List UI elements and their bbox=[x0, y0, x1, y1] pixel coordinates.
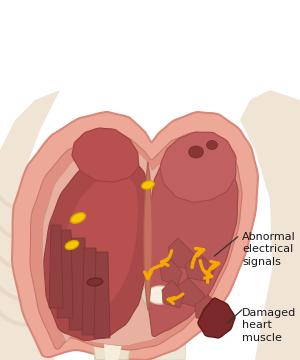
Polygon shape bbox=[195, 295, 222, 320]
PathPatch shape bbox=[30, 133, 242, 350]
Ellipse shape bbox=[151, 291, 169, 303]
Ellipse shape bbox=[142, 181, 154, 189]
Ellipse shape bbox=[87, 278, 103, 286]
Polygon shape bbox=[160, 258, 182, 285]
PathPatch shape bbox=[44, 155, 148, 341]
PathPatch shape bbox=[42, 142, 236, 346]
Ellipse shape bbox=[147, 286, 173, 304]
PathPatch shape bbox=[148, 150, 238, 337]
PathPatch shape bbox=[198, 298, 235, 338]
Ellipse shape bbox=[188, 146, 203, 158]
Polygon shape bbox=[69, 238, 87, 330]
Polygon shape bbox=[94, 252, 110, 338]
PathPatch shape bbox=[160, 132, 236, 202]
Ellipse shape bbox=[70, 213, 86, 223]
Polygon shape bbox=[49, 225, 63, 308]
PathPatch shape bbox=[64, 174, 138, 316]
Text: Abnormal
electrical
signals: Abnormal electrical signals bbox=[242, 232, 296, 267]
Polygon shape bbox=[0, 90, 60, 360]
PathPatch shape bbox=[12, 112, 258, 360]
Polygon shape bbox=[57, 230, 73, 318]
Polygon shape bbox=[112, 210, 188, 360]
PathPatch shape bbox=[144, 162, 152, 310]
Polygon shape bbox=[82, 248, 98, 335]
Polygon shape bbox=[240, 90, 300, 360]
Polygon shape bbox=[162, 280, 184, 308]
Ellipse shape bbox=[65, 240, 79, 249]
Ellipse shape bbox=[141, 281, 179, 309]
Ellipse shape bbox=[206, 140, 218, 149]
Polygon shape bbox=[168, 238, 195, 270]
Polygon shape bbox=[88, 200, 140, 360]
Polygon shape bbox=[175, 278, 205, 308]
Polygon shape bbox=[185, 252, 215, 282]
Polygon shape bbox=[100, 215, 132, 360]
Text: Damaged
heart
muscle: Damaged heart muscle bbox=[242, 308, 296, 343]
PathPatch shape bbox=[72, 128, 139, 182]
